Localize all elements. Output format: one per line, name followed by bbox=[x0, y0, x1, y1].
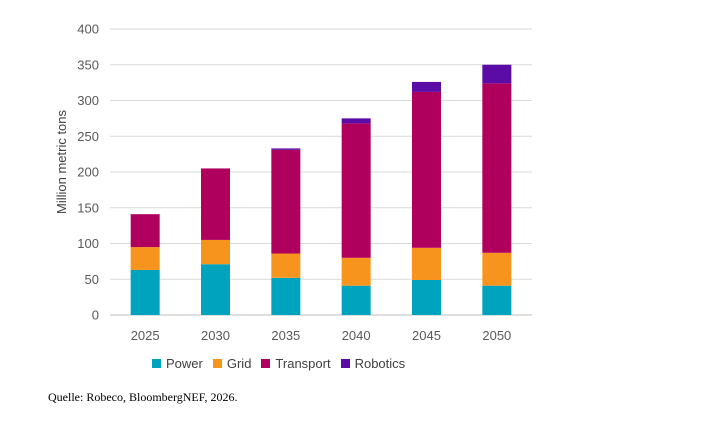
bar-segment-transport-2045 bbox=[412, 91, 441, 248]
bar-segment-grid-2045 bbox=[412, 247, 441, 280]
y-tick-label: 50 bbox=[85, 272, 99, 287]
legend-label: Power bbox=[166, 356, 203, 371]
bar-segment-robotics-2045 bbox=[412, 81, 441, 92]
legend-swatch bbox=[340, 359, 350, 368]
gridlines bbox=[110, 28, 532, 316]
x-tick-label: 2045 bbox=[412, 328, 441, 343]
y-tick-label: 350 bbox=[77, 57, 99, 72]
bar-segment-power-2045 bbox=[412, 279, 441, 315]
x-tick-label: 2040 bbox=[342, 328, 371, 343]
y-tick-label: 250 bbox=[77, 129, 99, 144]
bar-segment-robotics-2035 bbox=[271, 148, 301, 150]
legend: Power Grid Transport Robotics bbox=[152, 356, 415, 371]
bar-segment-robotics-2040 bbox=[341, 118, 371, 124]
bar-segment-grid-2025 bbox=[130, 247, 160, 270]
bar-segment-transport-2040 bbox=[341, 123, 371, 258]
legend-label: Grid bbox=[226, 356, 252, 371]
y-tick-label: 300 bbox=[77, 93, 99, 108]
legend-label: Transport bbox=[275, 356, 331, 371]
bar-segment-power-2040 bbox=[341, 285, 371, 315]
x-axis-ticks: 2025 2030 2035 2040 2045 2050 bbox=[131, 328, 512, 343]
y-axis-ticks: 0 50 100 150 200 250 300 350 400 bbox=[77, 22, 99, 323]
bar-segment-grid-2035 bbox=[271, 253, 301, 278]
source-note: Quelle: Robeco, BloombergNEF, 2026. bbox=[48, 390, 238, 404]
bar-segment-transport-2030 bbox=[201, 168, 230, 240]
y-tick-label: 200 bbox=[77, 165, 99, 180]
bar-segment-transport-2025 bbox=[130, 214, 160, 248]
legend-item-transport: Transport bbox=[261, 356, 331, 371]
x-tick-label: 2030 bbox=[201, 328, 230, 343]
y-tick-label: 150 bbox=[77, 200, 99, 215]
bar-segment-robotics-2050 bbox=[482, 64, 512, 84]
x-tick-label: 2050 bbox=[482, 328, 511, 343]
bar-segment-transport-2050 bbox=[482, 83, 512, 253]
bar-segment-grid-2050 bbox=[482, 252, 512, 286]
x-tick-label: 2035 bbox=[271, 328, 300, 343]
y-tick-label: 100 bbox=[77, 236, 99, 251]
x-tick-label: 2025 bbox=[131, 328, 160, 343]
legend-item-power: Power bbox=[152, 356, 203, 371]
bar-segment-transport-2035 bbox=[271, 149, 301, 254]
legend-item-grid: Grid bbox=[212, 356, 252, 371]
bar-segment-power-2030 bbox=[201, 264, 230, 315]
legend-swatch bbox=[261, 359, 271, 368]
bars bbox=[130, 64, 512, 315]
legend-swatch bbox=[152, 359, 161, 368]
bar-segment-power-2025 bbox=[130, 269, 160, 315]
y-axis-label: Million metric tons bbox=[54, 109, 69, 214]
y-tick-label: 0 bbox=[92, 308, 99, 323]
bar-segment-grid-2030 bbox=[201, 239, 230, 265]
legend-item-robotics: Robotics bbox=[340, 356, 406, 371]
legend-swatch bbox=[212, 359, 222, 368]
y-tick-label: 400 bbox=[77, 22, 99, 37]
legend-label: Robotics bbox=[354, 356, 406, 371]
bar-segment-power-2050 bbox=[482, 285, 512, 315]
bar-segment-power-2035 bbox=[271, 277, 301, 315]
bar-segment-grid-2040 bbox=[341, 257, 371, 286]
